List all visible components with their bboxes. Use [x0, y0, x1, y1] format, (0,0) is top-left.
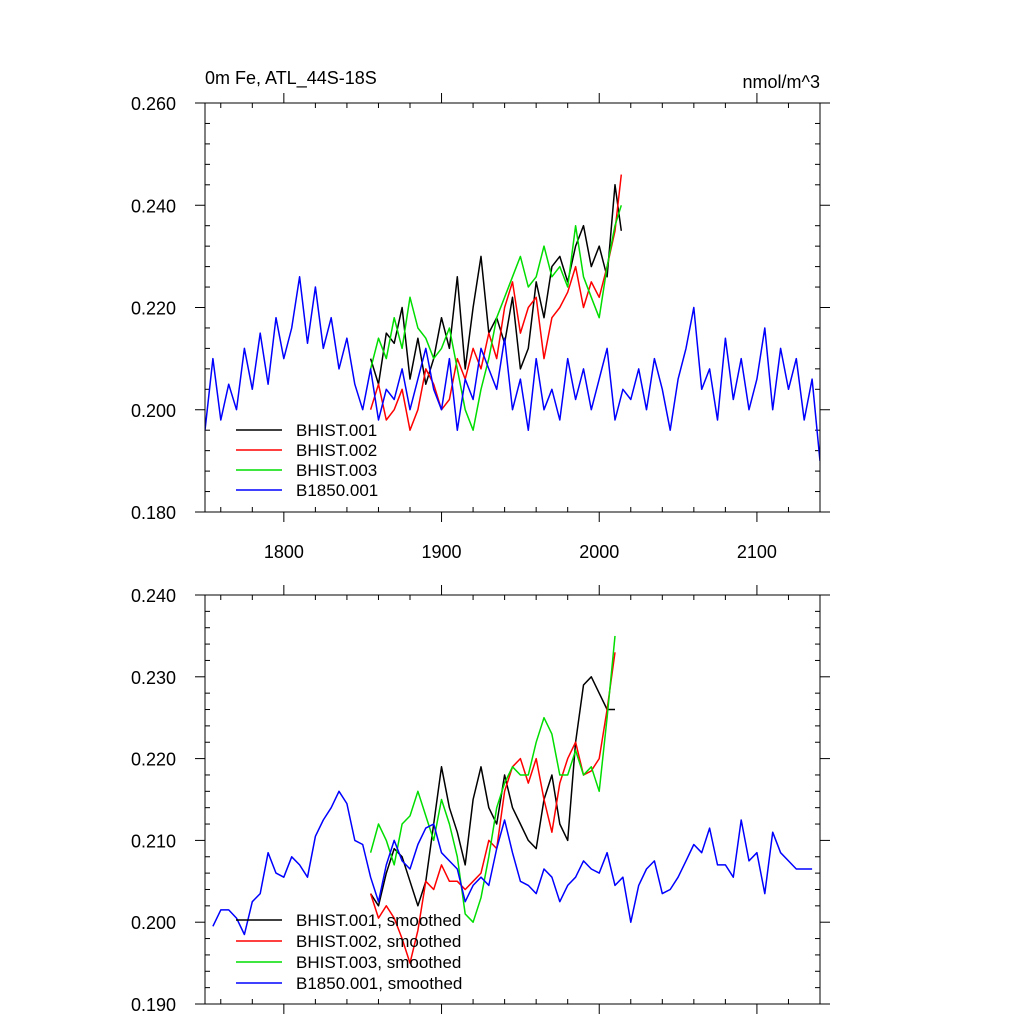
y-tick-label: 0.240: [131, 586, 176, 606]
series-line-bhist-002: [369, 652, 616, 964]
x-tick-label: 2000: [579, 542, 619, 562]
top-panel: 0m Fe, ATL_44S-18S nmol/m^3 1800 1900 2000…: [131, 68, 830, 562]
legend-label: BHIST.003, smoothed: [296, 953, 461, 972]
legend-label: B1850.001: [296, 481, 378, 500]
y-tick-label: 0.200: [131, 401, 176, 421]
bottom-panel: 0.190 0.200 0.210 0.220 0.230 0.240 BHIST.001,…: [131, 585, 830, 1015]
y-tick-label: 0.200: [131, 913, 176, 933]
y-tick-label: 0.190: [131, 995, 176, 1015]
series-group: [205, 174, 820, 461]
legend-label: BHIST.001: [296, 421, 377, 440]
x-tick-label: 1900: [422, 542, 462, 562]
x-tick-label: 2100: [737, 542, 777, 562]
y-tick-label: 0.230: [131, 668, 176, 688]
series-group: [212, 635, 813, 964]
series-line-b1850-001: [212, 790, 813, 936]
y-tick-label: 0.180: [131, 503, 176, 523]
plot-frame: [204, 594, 821, 1005]
legend-label: BHIST.001, smoothed: [296, 911, 461, 930]
units-label: nmol/m^3: [743, 72, 820, 92]
series-line-bhist-002: [369, 174, 623, 431]
series-line-b1850-001: [205, 276, 820, 461]
legend: BHIST.001, smoothed BHIST.002, smoothed BH…: [236, 911, 462, 993]
y-tick-label: 0.260: [131, 94, 176, 114]
y-tick-label: 0.220: [131, 299, 176, 319]
top-plot-area: 1800 1900 2000 2100 0.180 0.200 0.220 0.240 0.26…: [131, 93, 830, 562]
series-line-bhist-003: [369, 635, 616, 923]
y-tick-label: 0.220: [131, 750, 176, 770]
y-tick-label: 0.210: [131, 831, 176, 851]
series-line-bhist-003: [369, 205, 623, 431]
plot-frame: [204, 102, 821, 513]
chart-title: 0m Fe, ATL_44S-18S: [205, 68, 377, 89]
y-tick-label: 0.240: [131, 196, 176, 216]
x-tick-label: 1800: [264, 542, 304, 562]
legend-label: BHIST.002: [296, 441, 377, 460]
legend-label: BHIST.002, smoothed: [296, 932, 461, 951]
legend-label: B1850.001, smoothed: [296, 974, 462, 993]
legend-label: BHIST.003: [296, 461, 377, 480]
series-line-bhist-001: [369, 676, 615, 907]
bottom-plot-area: 0.190 0.200 0.210 0.220 0.230 0.240 BHIST.001,…: [131, 585, 830, 1015]
